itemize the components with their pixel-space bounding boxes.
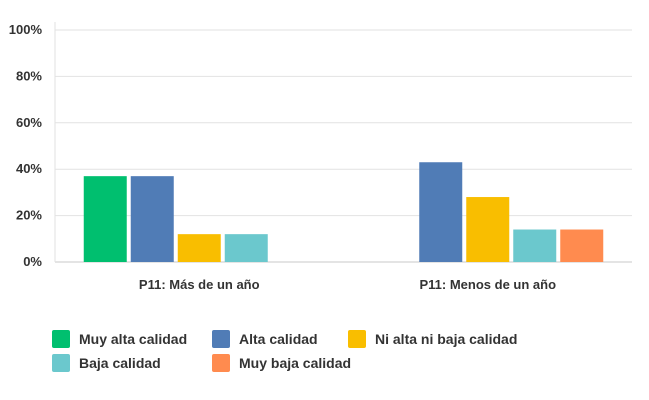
- bar: [130, 176, 174, 262]
- legend-swatch: [212, 330, 230, 348]
- legend-label: Muy baja calidad: [239, 355, 352, 371]
- legend-label: Muy alta calidad: [79, 331, 188, 347]
- bar-chart: 0%20%40%60%80%100% P11: Más de un año P11…: [9, 22, 632, 292]
- legend-item: Alta calidad: [212, 330, 318, 348]
- y-axis-ticks: 0% 20% 40% 60% 80% 100%: [9, 22, 43, 269]
- y-tick-label: 40%: [16, 161, 42, 176]
- bar: [560, 229, 604, 262]
- bar: [466, 197, 510, 262]
- legend-label: Alta calidad: [239, 331, 318, 347]
- x-category-label: P11: Más de un año: [139, 277, 260, 292]
- bar: [83, 176, 127, 262]
- legend-label: Baja calidad: [79, 355, 161, 371]
- bar: [224, 234, 268, 262]
- bar: [513, 229, 557, 262]
- x-axis-categories: P11: Más de un año P11: Menos de un año: [139, 277, 556, 292]
- legend-swatch: [52, 354, 70, 372]
- legend-swatch: [212, 354, 230, 372]
- legend-swatch: [348, 330, 366, 348]
- bar: [177, 234, 221, 262]
- y-tick-label: 20%: [16, 208, 42, 223]
- y-tick-label: 80%: [16, 68, 42, 83]
- x-category-label: P11: Menos de un año: [419, 277, 556, 292]
- legend-label: Ni alta ni baja calidad: [375, 331, 518, 347]
- y-tick-label: 60%: [16, 115, 42, 130]
- bars: [83, 162, 604, 262]
- legend-item: Ni alta ni baja calidad: [348, 330, 517, 348]
- legend-swatch: [52, 330, 70, 348]
- legend-item: Baja calidad: [52, 354, 161, 372]
- y-tick-label: 100%: [9, 22, 43, 37]
- bar: [419, 162, 463, 262]
- legend-item: Muy baja calidad: [212, 354, 351, 372]
- y-tick-label: 0%: [23, 254, 42, 269]
- legend-item: Muy alta calidad: [52, 330, 187, 348]
